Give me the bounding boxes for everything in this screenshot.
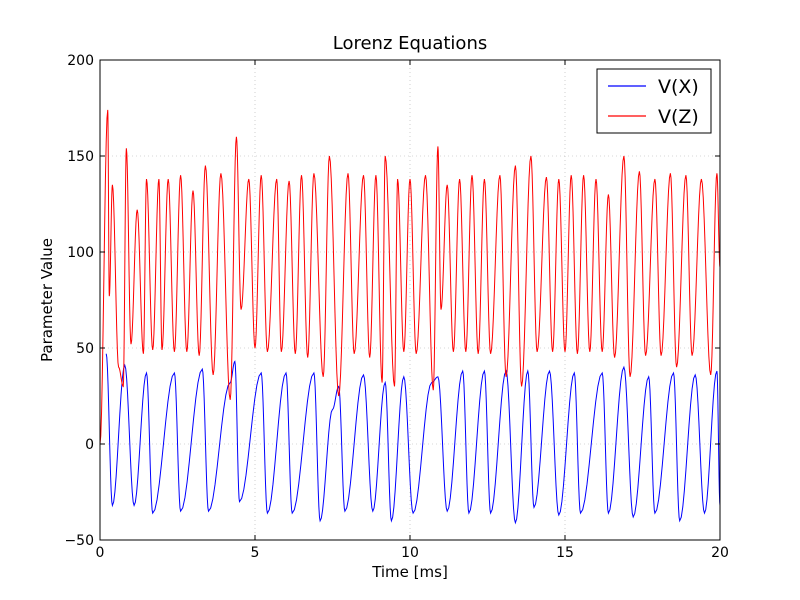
legend: V(X) V(Z)	[596, 68, 712, 134]
y-tick-label: −50	[64, 533, 94, 549]
x-tick-label: 20	[711, 545, 729, 561]
series-layer	[100, 109, 720, 525]
x-tick-label: 10	[401, 545, 419, 561]
x-tick-label: 0	[96, 545, 105, 561]
series-line-vx	[105, 353, 720, 525]
y-tick-label: 200	[67, 53, 94, 69]
y-tick-label: 50	[76, 341, 94, 357]
series-line-vz	[100, 109, 720, 445]
y-tick-label: 100	[67, 245, 94, 261]
y-axis-ticks: −50 0 50 100 150 200	[64, 53, 720, 549]
x-tick-label: 15	[556, 545, 574, 561]
y-tick-label: 150	[67, 149, 94, 165]
legend-label-vx: V(X)	[658, 76, 699, 98]
legend-label-vz: V(Z)	[658, 106, 699, 128]
grid-lines	[100, 60, 720, 540]
y-tick-label: 0	[85, 437, 94, 453]
chart-title: Lorenz Equations	[333, 33, 487, 54]
y-axis-label: Parameter Value	[38, 238, 56, 362]
x-tick-label: 5	[251, 545, 260, 561]
x-axis-label: Time [ms]	[371, 563, 448, 581]
legend-box	[596, 68, 712, 134]
x-axis-ticks: 0 5 10 15 20	[96, 60, 729, 561]
